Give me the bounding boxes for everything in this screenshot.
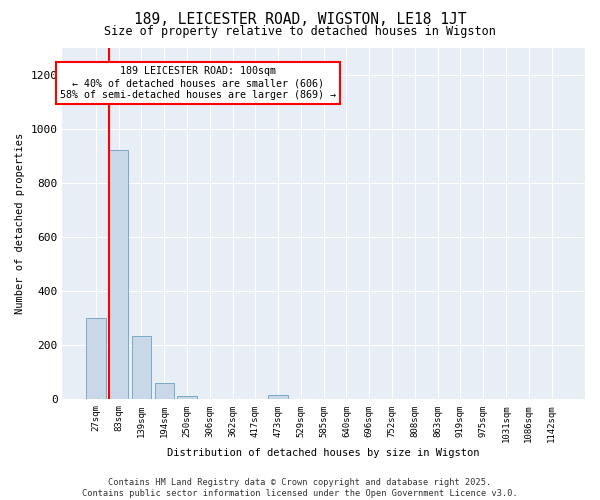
Text: 189 LEICESTER ROAD: 100sqm
← 40% of detached houses are smaller (606)
58% of sem: 189 LEICESTER ROAD: 100sqm ← 40% of deta…	[61, 66, 337, 100]
Bar	[268, 394, 288, 400]
Bar	[155, 383, 174, 400]
Bar	[109, 150, 128, 400]
Text: 189, LEICESTER ROAD, WIGSTON, LE18 1JT: 189, LEICESTER ROAD, WIGSTON, LE18 1JT	[134, 12, 466, 28]
Y-axis label: Number of detached properties: Number of detached properties	[15, 133, 25, 314]
Bar	[132, 336, 151, 400]
Bar	[86, 318, 106, 400]
X-axis label: Distribution of detached houses by size in Wigston: Distribution of detached houses by size …	[167, 448, 480, 458]
Bar	[178, 396, 197, 400]
Text: Contains HM Land Registry data © Crown copyright and database right 2025.
Contai: Contains HM Land Registry data © Crown c…	[82, 478, 518, 498]
Text: Size of property relative to detached houses in Wigston: Size of property relative to detached ho…	[104, 25, 496, 38]
